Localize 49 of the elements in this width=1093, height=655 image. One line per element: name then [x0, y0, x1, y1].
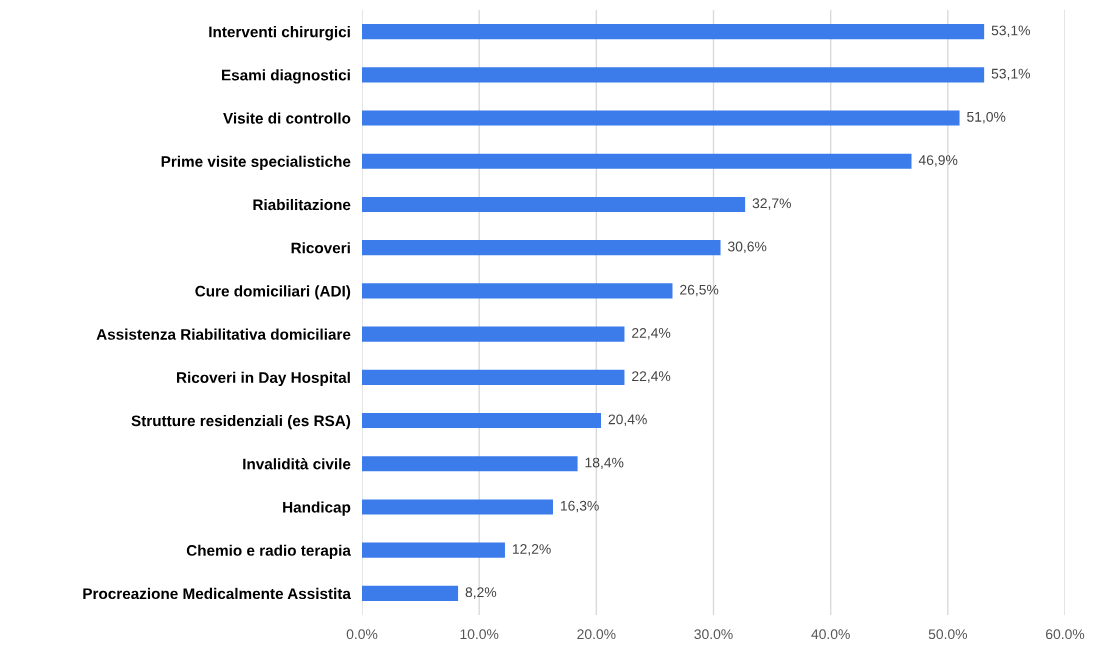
data-label: 12,2% — [512, 544, 551, 556]
bar — [362, 412, 602, 429]
y-tick-label: Esami diagnostici — [222, 69, 350, 84]
bar — [362, 499, 553, 515]
data-label: 8,2% — [465, 587, 497, 599]
x-tick-label: 60.0% — [1046, 629, 1085, 640]
y-tick-label: Ricoveri in Day Hospital — [177, 371, 350, 387]
y-tick-label: Strutture residenziali (es RSA) — [131, 415, 351, 430]
x-tick-label: 0.0% — [346, 629, 378, 640]
bar — [362, 153, 912, 169]
bar — [362, 456, 578, 472]
data-label: 32,7% — [752, 198, 791, 210]
data-label: 22,4% — [632, 328, 671, 340]
y-tick-label: Visite di controllo — [223, 112, 351, 124]
data-label: 18,4% — [585, 457, 624, 470]
bar — [362, 110, 960, 126]
data-label: 30,6% — [728, 241, 767, 254]
bar — [362, 369, 625, 385]
data-label: 53,1% — [991, 68, 1030, 81]
x-tick-label: 20.0% — [577, 629, 616, 640]
y-tick-label: Riabilitazione — [253, 198, 351, 211]
bar — [362, 542, 505, 558]
bar — [362, 67, 985, 83]
x-tick-label: 30.0% — [694, 629, 733, 640]
y-tick-label: Handicap — [283, 501, 351, 516]
bar — [362, 585, 459, 601]
data-label: 20,4% — [608, 414, 647, 426]
bar — [362, 326, 625, 342]
y-tick-label: Assistenza Riabilitativa domiciliare — [96, 328, 351, 340]
bar — [362, 240, 721, 256]
y-tick-label: Chemio e radio terapia — [186, 544, 351, 559]
y-tick-label: Interventi chirurgici — [209, 26, 350, 41]
data-label: 16,3% — [560, 500, 599, 513]
bar — [362, 24, 985, 40]
data-label: 22,4% — [632, 371, 671, 383]
x-tick-label: 10.0% — [460, 629, 499, 640]
data-label: 53,1% — [991, 25, 1030, 37]
y-tick-label: Cure domiciliari (ADI) — [195, 285, 351, 300]
data-label: 26,5% — [680, 284, 719, 297]
y-tick-label: Prime visite specialistiche — [161, 155, 351, 170]
x-tick-label: 50.0% — [928, 629, 968, 640]
x-tick-label: 40.0% — [811, 629, 850, 640]
data-label: 51,0% — [967, 111, 1006, 124]
y-tick-label: Ricoveri — [291, 242, 350, 254]
bar — [362, 196, 746, 213]
y-tick-label: Invalidità civile — [243, 458, 351, 470]
data-label: 46,9% — [918, 155, 958, 167]
bar — [362, 283, 673, 299]
y-tick-label: Procreazione Medicalmente Assistita — [83, 587, 351, 600]
